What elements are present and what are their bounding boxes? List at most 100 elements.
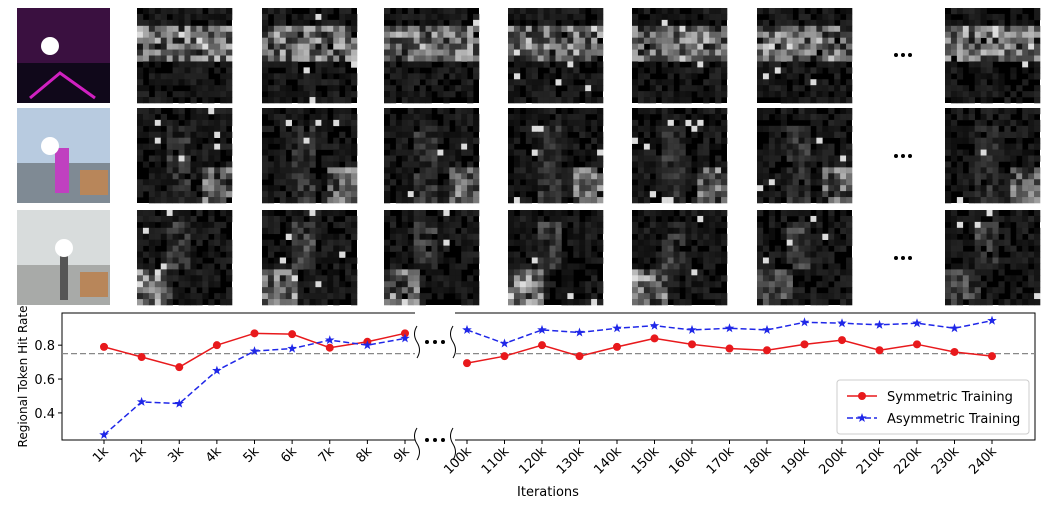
heatmap-cell bbox=[449, 155, 456, 162]
heatmap-cell bbox=[303, 79, 310, 86]
heatmap-cell bbox=[786, 227, 793, 235]
heatmap-cell bbox=[780, 293, 787, 300]
heatmap-cell bbox=[315, 281, 322, 288]
heatmap-cell bbox=[473, 55, 480, 62]
heatmap-cell bbox=[137, 155, 144, 162]
heatmap-cell bbox=[137, 37, 144, 44]
heatmap-cell bbox=[637, 73, 645, 80]
heatmap-cell bbox=[591, 191, 598, 198]
heatmap-cell bbox=[148, 113, 156, 121]
heatmap-cell bbox=[178, 281, 185, 288]
heatmap-cell bbox=[467, 61, 474, 68]
heatmap-cell bbox=[273, 191, 281, 198]
heatmap-cell bbox=[473, 197, 480, 204]
heatmap-cell bbox=[220, 43, 227, 50]
heatmap-cell bbox=[172, 91, 179, 98]
heatmap-cell bbox=[333, 197, 340, 204]
heatmap-cell bbox=[208, 210, 215, 217]
heatmap-cell bbox=[455, 143, 462, 150]
heatmap-cell bbox=[508, 191, 515, 198]
heatmap-cell bbox=[804, 137, 811, 144]
heatmap-cell bbox=[401, 97, 409, 104]
heatmap-cell bbox=[980, 173, 987, 180]
heatmap-cell bbox=[473, 67, 480, 74]
heatmap-cell bbox=[703, 227, 710, 235]
heatmap-cell bbox=[267, 185, 275, 192]
heatmap-cell bbox=[178, 191, 185, 198]
heatmap-cell bbox=[333, 281, 340, 288]
heatmap-cell bbox=[968, 281, 975, 288]
heatmap-cell bbox=[419, 137, 426, 144]
heatmap-cell bbox=[780, 269, 787, 276]
heatmap-cell bbox=[401, 13, 409, 21]
heatmap-cell bbox=[431, 269, 438, 276]
heatmap-cell bbox=[834, 233, 841, 240]
heatmap-cell bbox=[543, 281, 550, 288]
heatmap-cell bbox=[291, 251, 298, 258]
heatmap-cell bbox=[840, 19, 847, 27]
heatmap-cell bbox=[142, 113, 150, 121]
heatmap-cell bbox=[508, 239, 515, 246]
heatmap-cell bbox=[679, 185, 686, 192]
heatmap-cell bbox=[327, 185, 334, 192]
heatmap-cell bbox=[214, 85, 221, 92]
x-tick-label: 210k bbox=[854, 444, 888, 478]
heatmap-cell bbox=[792, 67, 799, 74]
heatmap-cell bbox=[950, 269, 958, 276]
heatmap-cell bbox=[220, 61, 227, 68]
heatmap-cell bbox=[327, 215, 334, 223]
heatmap-cell bbox=[137, 191, 144, 198]
heatmap-cell bbox=[768, 49, 776, 56]
heatmap-cell bbox=[703, 257, 710, 264]
heatmap-cell bbox=[549, 108, 556, 115]
heatmap-cell bbox=[573, 97, 580, 104]
heatmap-cell bbox=[637, 49, 645, 56]
heatmap-cell bbox=[148, 287, 156, 294]
heatmap-cell bbox=[1022, 281, 1029, 288]
heatmap-cell bbox=[345, 119, 352, 127]
heatmap-cell bbox=[945, 215, 952, 223]
heatmap-cell bbox=[822, 31, 829, 38]
heatmap-cell bbox=[998, 167, 1005, 174]
heatmap-cell bbox=[339, 210, 346, 217]
heatmap-cell bbox=[279, 79, 287, 86]
heatmap-cell bbox=[798, 125, 805, 133]
heatmap-cell bbox=[597, 149, 604, 156]
heatmap-cell bbox=[579, 281, 586, 288]
heatmap-cell bbox=[543, 210, 550, 217]
heatmap-cell bbox=[1022, 149, 1029, 156]
heatmap-cell bbox=[585, 167, 592, 174]
heatmap-cell bbox=[697, 281, 704, 288]
heatmap-cell bbox=[137, 73, 144, 80]
heatmap-cell bbox=[214, 221, 221, 229]
heatmap-cell bbox=[537, 251, 544, 258]
heatmap-cell bbox=[643, 155, 651, 162]
heatmap-cell bbox=[531, 257, 538, 264]
heatmap-cell bbox=[190, 287, 197, 294]
heatmap-cell bbox=[792, 143, 799, 150]
heatmap-cell bbox=[992, 210, 999, 217]
heatmap-cell bbox=[443, 275, 450, 282]
heatmap-cell bbox=[172, 8, 179, 15]
heatmap-cell bbox=[345, 239, 352, 246]
heatmap-cell bbox=[467, 143, 474, 150]
heatmap-cell bbox=[1034, 43, 1041, 50]
heatmap-cell bbox=[431, 179, 438, 186]
heatmap-cell bbox=[395, 131, 403, 138]
heatmap-cell bbox=[455, 25, 462, 33]
heatmap-cell bbox=[166, 287, 173, 294]
heatmap-cell bbox=[555, 149, 562, 156]
heatmap-cell bbox=[202, 233, 209, 240]
heatmap-cell bbox=[579, 119, 586, 127]
heatmap-cell bbox=[1028, 119, 1035, 127]
heatmap-cell bbox=[762, 43, 770, 50]
heatmap-cell bbox=[980, 108, 987, 115]
heatmap-cell bbox=[834, 245, 841, 252]
heatmap-cell bbox=[762, 8, 770, 15]
heatmap-cell bbox=[661, 281, 668, 288]
heatmap-cell bbox=[315, 25, 322, 33]
marker bbox=[325, 335, 335, 345]
heatmap-cell bbox=[519, 185, 527, 192]
heatmap-cell bbox=[184, 239, 191, 246]
heatmap-cell bbox=[992, 119, 999, 127]
